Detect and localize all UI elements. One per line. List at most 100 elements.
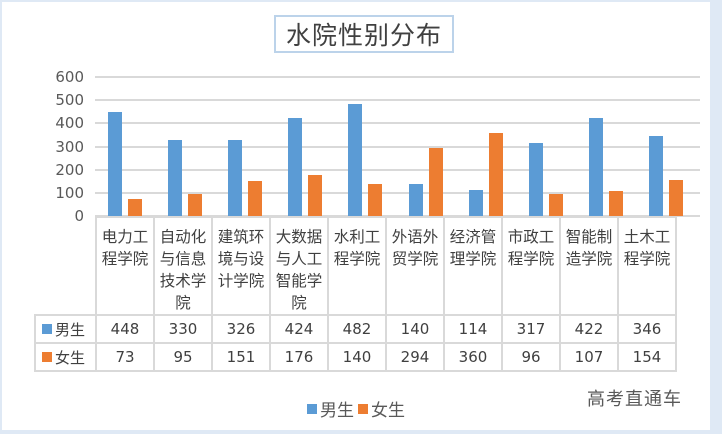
category-header: 外语外 贸学院 xyxy=(385,216,445,316)
value-cell: 96 xyxy=(501,342,561,372)
legend-label-female: 女生 xyxy=(371,401,405,421)
bar-female[interactable] xyxy=(428,147,443,216)
bar-female[interactable] xyxy=(669,180,684,216)
male-swatch-icon xyxy=(42,323,52,334)
bar-female[interactable] xyxy=(609,191,624,216)
bar-male[interactable] xyxy=(529,142,543,216)
chart-frame: 水院性别分布 0 100 200 300 400 500 600 电力工 程学院 自动化 与信息技… xyxy=(2,2,710,430)
value-cell: 114 xyxy=(443,314,503,344)
value-cell: 140 xyxy=(327,342,387,372)
gridline xyxy=(95,191,700,194)
category-label-line: 经济管 xyxy=(449,228,497,246)
category-header: 自动化与信息技术学院 xyxy=(153,216,213,316)
table-corner xyxy=(35,217,97,315)
value-cell: 330 xyxy=(153,314,213,344)
value-cell: 107 xyxy=(559,342,619,372)
value-cell: 95 xyxy=(153,342,213,372)
value-cell: 73 xyxy=(95,342,155,372)
value-cell: 360 xyxy=(443,342,503,372)
category-label-line: 理学院 xyxy=(449,250,497,268)
male-values-row: 男生 448 330 326 424 482 140 114 317 422 346 xyxy=(34,314,677,344)
category-label-line: 土木工 xyxy=(623,228,671,246)
legend-item-male[interactable]: 男生 xyxy=(307,396,354,421)
female-values-row: 女生 73 95 151 176 140 294 360 96 107 154 xyxy=(34,342,677,372)
gridline xyxy=(95,99,700,102)
value-cell: 154 xyxy=(617,342,677,372)
category-label-line: 市政工 xyxy=(507,228,555,246)
y-tick-label: 200 xyxy=(55,160,84,179)
category-label-line: 与人工 xyxy=(275,250,323,268)
bar-male[interactable] xyxy=(167,139,182,216)
category-header: 水利工 程学院 xyxy=(327,216,387,316)
value-cell: 317 xyxy=(501,314,561,344)
category-label-line: 计学院 xyxy=(217,272,265,290)
bar-male[interactable] xyxy=(107,112,122,216)
category-label-line: 技术学 xyxy=(159,272,207,290)
category-label-line: 造学院 xyxy=(565,250,613,268)
bar-male[interactable] xyxy=(408,183,423,216)
male-swatch-icon xyxy=(307,403,317,414)
bar-male[interactable] xyxy=(468,189,483,216)
category-label-line: 水利工 xyxy=(333,228,381,246)
category-header: 大数据与人工智能学院 xyxy=(269,216,329,316)
value-cell: 294 xyxy=(385,342,445,372)
watermark: 高考直通车 xyxy=(587,389,682,410)
bar-female[interactable] xyxy=(127,199,142,216)
legend-label-male: 男生 xyxy=(320,401,354,421)
category-label-line: 贸学院 xyxy=(391,250,439,268)
gridline xyxy=(95,215,700,217)
category-label-line: 大数据 xyxy=(275,228,323,246)
category-label-line: 院 xyxy=(291,294,307,312)
bar-female[interactable] xyxy=(308,175,323,216)
legend-item-female[interactable]: 女生 xyxy=(358,396,405,421)
male-series-key: 男生 xyxy=(34,314,97,344)
bar-female[interactable] xyxy=(549,193,563,216)
gridline xyxy=(95,168,700,171)
bar-female[interactable] xyxy=(248,181,262,216)
category-label-line: 自动化 xyxy=(159,228,207,246)
female-series-label: 女生 xyxy=(55,348,86,367)
category-label-line: 智能学 xyxy=(275,272,323,290)
female-swatch-icon xyxy=(42,351,52,362)
category-label-line: 境与设 xyxy=(217,250,265,268)
value-cell: 424 xyxy=(269,314,329,344)
category-label-line: 电力工 xyxy=(101,228,149,246)
gridline xyxy=(95,76,700,78)
category-header-row: 电力工 程学院 自动化 与信息 技术学院建筑环 境与设 计学院 大数据 与人工 智能学院水利工 程学… xyxy=(35,216,677,316)
bar-male[interactable] xyxy=(228,140,242,216)
category-header: 经济管 理学院 xyxy=(443,216,503,316)
category-header: 建筑环 境与设 计学院 xyxy=(211,216,271,316)
bar-female[interactable] xyxy=(488,132,503,216)
bar-male[interactable] xyxy=(288,117,303,216)
value-cell: 346 xyxy=(617,314,677,344)
category-header: 土木工 程学院 xyxy=(617,216,677,316)
y-tick-label: 300 xyxy=(55,137,84,156)
category-label-line: 外语外 xyxy=(391,228,439,246)
bar-male[interactable] xyxy=(649,135,664,216)
gridline xyxy=(95,122,700,125)
value-cell: 422 xyxy=(559,314,619,344)
category-label-line: 智能制 xyxy=(565,228,613,246)
value-cell: 140 xyxy=(385,314,445,344)
y-tick-label: 400 xyxy=(55,114,84,133)
bar-female[interactable] xyxy=(368,183,383,216)
category-label-line: 程学院 xyxy=(101,250,149,268)
value-cell: 151 xyxy=(211,342,271,372)
category-label-line: 院 xyxy=(175,294,191,312)
category-label-line: 建筑环 xyxy=(217,228,265,246)
female-swatch-icon xyxy=(358,403,368,414)
value-cell: 448 xyxy=(95,314,155,344)
female-series-key: 女生 xyxy=(34,342,97,372)
value-cell: 482 xyxy=(327,314,387,344)
bar-male[interactable] xyxy=(348,104,363,216)
category-header: 电力工 程学院 xyxy=(95,216,155,316)
category-label-line: 与信息 xyxy=(159,250,207,268)
category-label-line: 程学院 xyxy=(333,250,381,268)
bar-male[interactable] xyxy=(589,118,604,216)
y-tick-label: 600 xyxy=(55,68,84,86)
bar-female[interactable] xyxy=(187,193,202,216)
gridline xyxy=(95,145,700,148)
y-tick-label: 0 xyxy=(74,207,84,225)
category-label-line: 程学院 xyxy=(623,250,671,268)
y-tick-label: 500 xyxy=(55,91,84,110)
